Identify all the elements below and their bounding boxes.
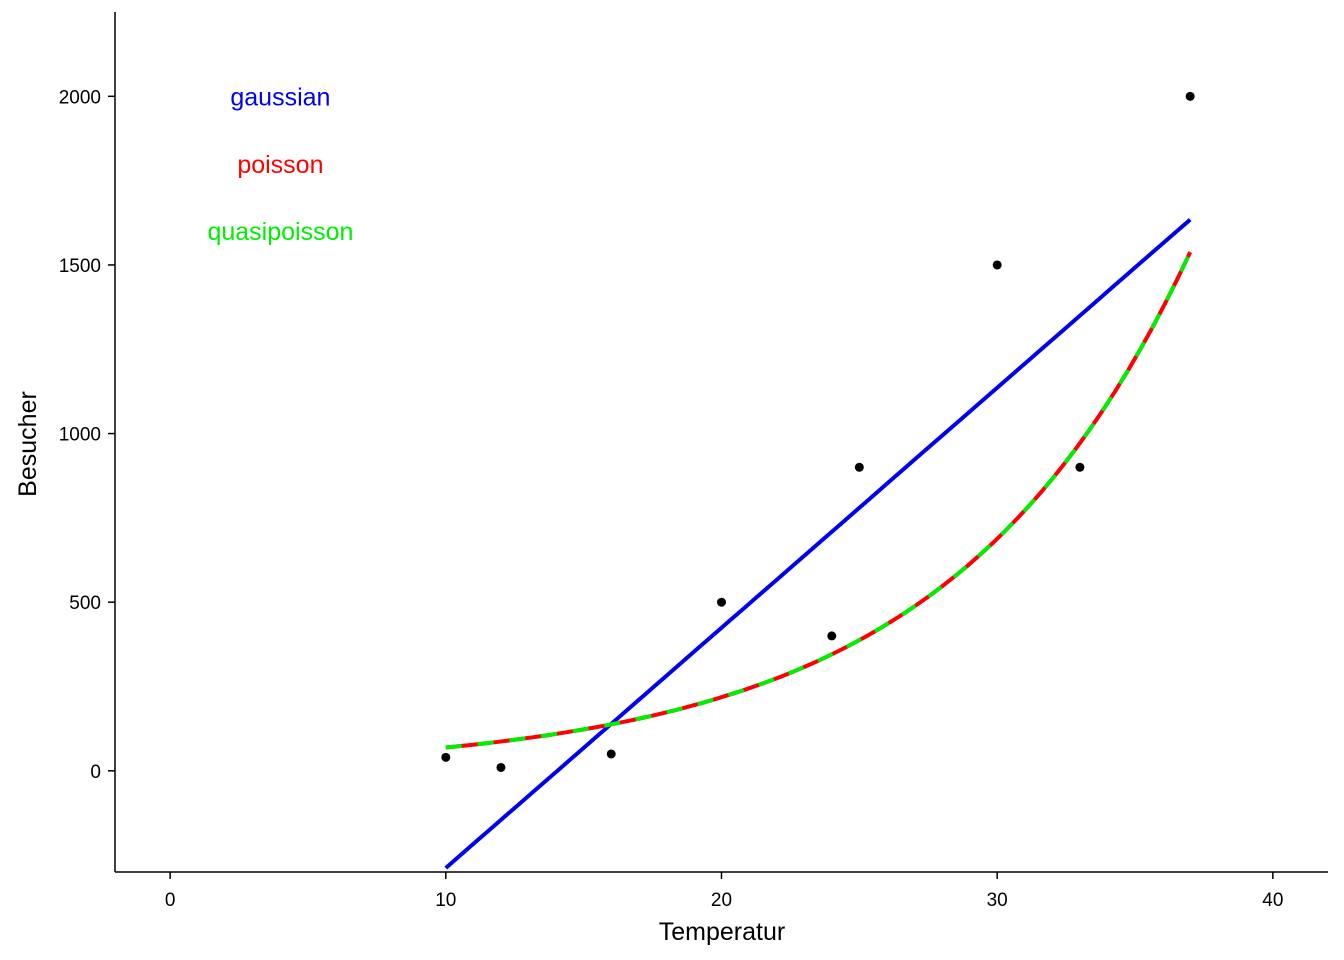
y-axis-title: Besucher (14, 391, 42, 497)
data-point (606, 749, 616, 759)
annotation-gaussian: gaussian (230, 83, 330, 111)
series-line-quasipoisson (445, 251, 1193, 750)
y-tick-label: 1000 (59, 425, 101, 446)
data-point (854, 462, 864, 472)
data-points (441, 91, 1195, 772)
data-point (496, 762, 506, 772)
x-tick-label: 40 (1262, 890, 1283, 911)
x-axis-ticks: 0 10 20 30 40 (165, 872, 1283, 911)
y-tick-label: 2000 (59, 87, 101, 108)
data-point (717, 597, 726, 607)
y-tick-label: 500 (69, 593, 101, 614)
data-point (992, 260, 1002, 270)
x-tick-label: 10 (435, 890, 456, 911)
y-tick-label: 0 (90, 762, 101, 783)
annotation-poisson: poisson (237, 151, 323, 179)
x-tick-label: 30 (987, 890, 1008, 911)
data-point (827, 631, 837, 641)
y-tick-label: 1500 (59, 256, 101, 277)
data-point (441, 752, 451, 762)
series-line-gaussian (444, 218, 1192, 870)
y-axis-ticks: 0 500 1000 1500 2000 (59, 87, 115, 783)
legend-annotations: gaussian poisson quasipoisson (207, 83, 353, 246)
data-point (1185, 91, 1195, 101)
x-tick-label: 0 (165, 890, 176, 911)
fit-lines (444, 218, 1193, 870)
series-line-poisson (445, 251, 1193, 750)
x-axis-title: Temperatur (659, 918, 785, 946)
data-point (1075, 462, 1085, 472)
annotation-quasipoisson: quasipoisson (207, 218, 353, 246)
x-tick-label: 20 (711, 890, 732, 911)
